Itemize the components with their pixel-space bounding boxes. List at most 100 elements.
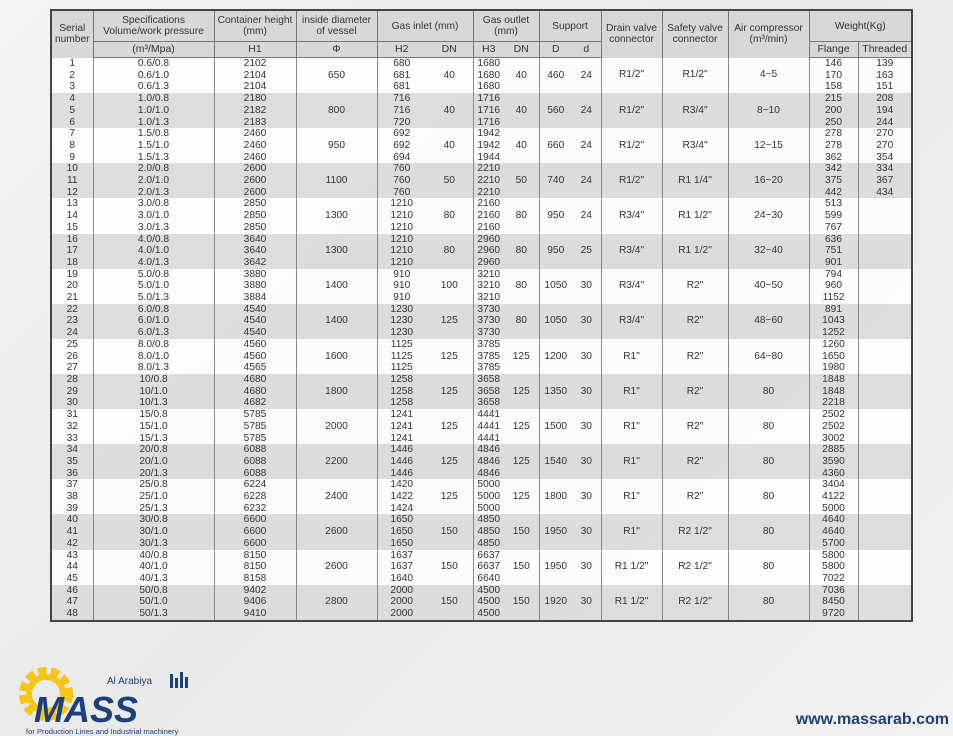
h2-cell: 1210 (376, 256, 426, 269)
h1-cell: 6600 (213, 526, 297, 538)
serial-cell: 23 (50, 315, 94, 328)
serial-cell: 16 (50, 233, 94, 246)
h3-cell: 1716 (472, 116, 505, 129)
h2-cell: 1230 (376, 327, 426, 339)
threaded-weight-cell (857, 338, 913, 351)
h1-cell: 2850 (213, 198, 297, 211)
serial-cell: 48 (50, 608, 94, 621)
outlet-dn-cell: 150 (504, 584, 540, 621)
h3-cell: 3785 (472, 350, 505, 363)
spec-cell: 1.0/1.3 (92, 116, 215, 129)
serial-cell: 39 (50, 502, 94, 515)
table-row: 41 30/1.0 6600 1650 4850 4640 (50, 526, 913, 538)
h1-cell: 6088 (213, 467, 297, 480)
support-d-cell: 24 (572, 57, 602, 94)
support-D-cell: 460 (538, 57, 573, 94)
h3-cell: 1716 (472, 93, 505, 105)
threaded-weight-cell: 367 (857, 175, 913, 187)
inlet-dn-cell: 40 (426, 93, 474, 129)
air-compressor-cell: 80 (727, 479, 810, 515)
diameter-cell: 2800 (295, 584, 378, 621)
spec-cell: 40/1.3 (92, 572, 215, 585)
support-d-cell: 30 (572, 303, 602, 339)
h1-cell: 2600 (213, 186, 297, 199)
diameter-cell: 1300 (295, 198, 378, 234)
h1-cell: 8150 (213, 561, 297, 573)
drain-valve-cell: R1 1/2" (600, 584, 663, 621)
spec-cell: 25/1.0 (92, 491, 215, 503)
support-d-cell: 30 (572, 584, 602, 621)
flange-weight-cell: 1252 (808, 327, 859, 339)
outlet-dn-cell: 80 (504, 233, 540, 269)
serial-cell: 13 (50, 198, 94, 211)
support-D-cell: 1350 (538, 373, 573, 410)
h3-cell: 6637 (472, 561, 505, 573)
h2-cell: 1637 (376, 561, 426, 573)
threaded-weight-cell: 208 (857, 93, 913, 105)
h2-cell: 760 (376, 163, 426, 176)
h2-cell: 1424 (376, 502, 426, 515)
support-D-cell: 950 (538, 198, 573, 234)
serial-cell: 24 (50, 327, 94, 339)
air-compressor-cell: 80 (727, 373, 810, 410)
safety-valve-cell: R3/4" (661, 93, 729, 129)
h3-cell: 5000 (472, 479, 505, 492)
threaded-weight-cell (857, 596, 913, 609)
h3-cell: 1680 (472, 57, 505, 70)
flange-weight-cell: 4640 (808, 514, 859, 527)
h1-cell: 5785 (213, 409, 297, 421)
h1-cell: 3880 (213, 268, 297, 281)
table-row: 11 2.0/1.0 2600 760 2210 375 367 (50, 175, 913, 187)
table-row: 31 15/0.8 5785 2000 1241 125 4441 125 1500 30 R1" R… (50, 409, 913, 445)
h1-cell: 8150 (213, 549, 297, 562)
flange-weight-cell: 7022 (808, 572, 859, 585)
flange-weight-cell: 891 (808, 303, 859, 316)
inlet-dn-cell: 125 (426, 479, 474, 515)
h3-cell: 4846 (472, 467, 505, 480)
threaded-weight-cell: 270 (857, 139, 913, 152)
spec-cell: 4.0/1.0 (92, 245, 215, 257)
threaded-weight-cell (857, 467, 913, 480)
h1-cell: 4560 (213, 338, 297, 351)
drain-valve-cell: R1" (600, 479, 663, 515)
h2-cell: 694 (376, 151, 426, 164)
table-row: 12 2.0/1.3 2600 760 2210 442 434 (50, 186, 913, 199)
h1-cell: 2600 (213, 175, 297, 187)
header-h1: H1 (213, 41, 297, 58)
flange-weight-cell: 158 (808, 81, 859, 94)
support-D-cell: 1500 (538, 409, 573, 445)
serial-cell: 2 (50, 69, 94, 82)
serial-cell: 31 (50, 409, 94, 421)
table-row: 4 1.0/0.8 2180 800 716 40 1716 40 560 24 R1/2" R3/4… (50, 93, 913, 129)
flange-weight-cell: 3002 (808, 432, 859, 445)
h3-cell: 4500 (472, 608, 505, 621)
h3-cell: 4500 (472, 596, 505, 609)
threaded-weight-cell (857, 350, 913, 363)
h1-cell: 3640 (213, 233, 297, 246)
flange-weight-cell: 342 (808, 163, 859, 176)
h1-cell: 2600 (213, 163, 297, 176)
h1-cell: 4540 (213, 303, 297, 316)
spec-cell: 0.6/1.3 (92, 81, 215, 94)
serial-cell: 28 (50, 373, 94, 386)
diameter-cell: 1400 (295, 303, 378, 339)
flange-weight-cell: 170 (808, 69, 859, 82)
outlet-dn-cell: 80 (504, 268, 540, 304)
flange-weight-cell: 5800 (808, 549, 859, 562)
h1-cell: 6088 (213, 455, 297, 468)
flange-weight-cell: 362 (808, 151, 859, 164)
table-row: 3 0.6/1.3 2104 681 1680 158 151 (50, 81, 913, 94)
table-row: 2 0.6/1.0 2104 681 1680 170 163 (50, 69, 913, 82)
air-compressor-cell: 64~80 (727, 338, 810, 374)
drain-valve-cell: R1" (600, 373, 663, 410)
flange-weight-cell: 5800 (808, 561, 859, 573)
support-d-cell: 30 (572, 514, 602, 550)
threaded-weight-cell: 163 (857, 69, 913, 82)
serial-cell: 15 (50, 221, 94, 234)
spec-cell: 2.0/1.3 (92, 186, 215, 199)
h3-cell: 3785 (472, 362, 505, 374)
serial-cell: 45 (50, 572, 94, 585)
website-link[interactable]: www.massarab.com (795, 711, 949, 728)
header-container-height: Container height (mm) (213, 10, 297, 42)
h1-cell: 6600 (213, 514, 297, 527)
